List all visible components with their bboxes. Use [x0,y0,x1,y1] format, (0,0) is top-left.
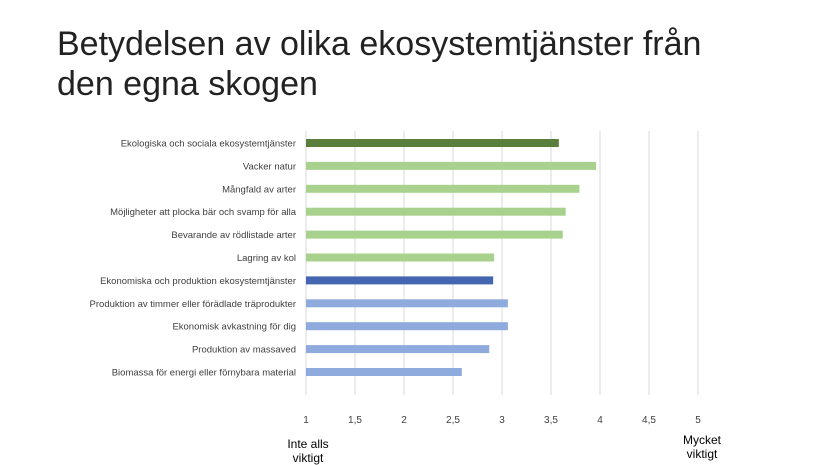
x-tick-label: 4,5 [642,415,656,426]
bar [306,368,462,376]
x-tick-label: 1,5 [348,415,362,426]
scale-high-label-line-2: viktigt [686,447,718,461]
x-tick-label: 3 [499,415,505,426]
slide-title: Betydelsen av olika ekosystemtjänster fr… [57,24,797,104]
x-tick-labels: 1 1,5 2 2,5 3 3,5 4 4,5 5 [303,415,701,426]
scale-low-label-line-1: Inte alls [287,437,329,451]
bar [306,253,495,262]
category-label: Lagring av kol [237,253,296,264]
slide-title-line-1: Betydelsen av olika ekosystemtjänster fr… [57,25,702,63]
bar [306,230,563,239]
category-label: Produktion av timmer eller förädlade trä… [90,299,296,310]
x-tick-label: 4 [597,415,603,426]
scale-high-label: Mycket viktigt [672,433,732,461]
category-label: Ekologiska och sociala ekosystemtjänster [121,139,296,150]
bar [306,345,490,354]
category-labels: Ekologiska och sociala ekosystemtjänster… [90,139,297,379]
category-label: Mångfald av arter [222,184,296,195]
category-label: Biomassa för energi eller förnybara mate… [112,368,296,379]
category-label: Bevarande av rödlistade arter [171,230,296,241]
x-tick-label: 2 [401,415,407,426]
gridlines [305,131,699,395]
slide-title-line-2: den egna skogen [57,65,318,103]
bar [306,184,580,193]
bar [306,161,597,170]
category-label: Ekonomiska och produktion ekosystemtjäns… [100,276,296,287]
category-label: Möjligheter att plocka bär och svamp för… [110,207,297,218]
x-tick-label: 3,5 [544,415,558,426]
category-label: Vacker natur [243,161,296,172]
bar [306,207,566,216]
scale-low-label-line-2: viktigt [292,451,324,465]
bar [306,139,559,147]
bar [306,322,508,331]
bar [306,276,494,285]
scale-high-label-line-1: Mycket [682,433,721,447]
bars [306,139,597,376]
bar [306,299,508,308]
category-label: Produktion av massaved [192,345,296,356]
category-label: Ekonomisk avkastning för dig [172,322,296,333]
x-tick-label: 1 [303,415,309,426]
x-tick-label: 2,5 [446,415,460,426]
x-tick-label: 5 [695,415,701,426]
scale-low-label: Inte alls viktigt [278,437,338,465]
